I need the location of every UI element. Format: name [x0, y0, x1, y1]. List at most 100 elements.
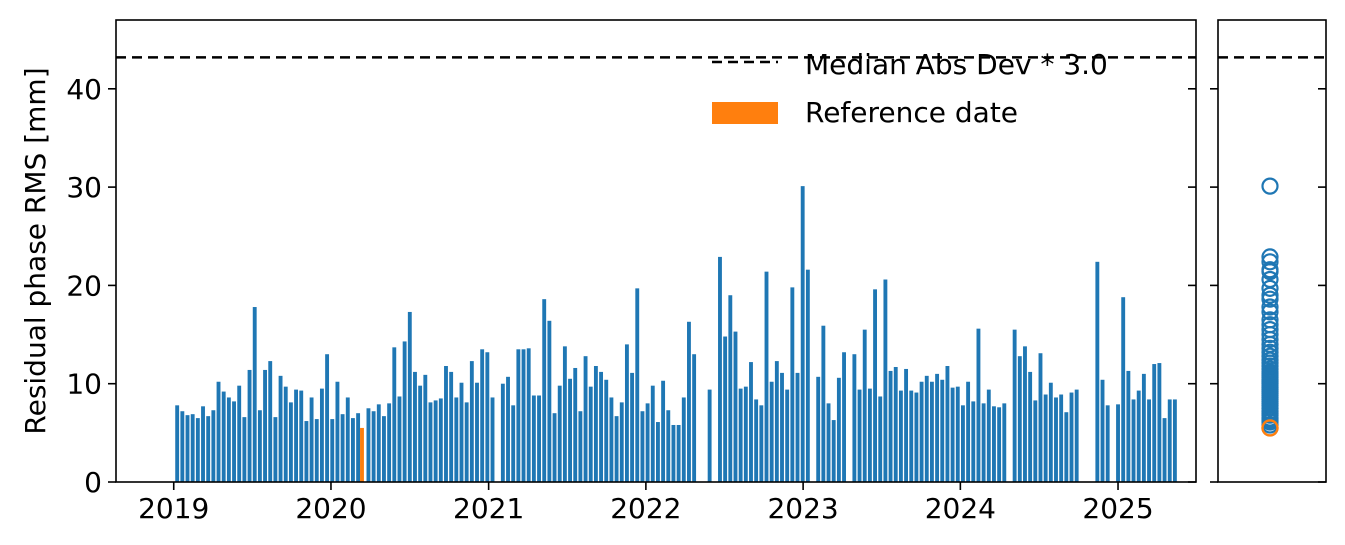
bar: [1141, 373, 1146, 482]
bar: [790, 287, 795, 482]
bar: [599, 371, 604, 482]
bar: [1002, 403, 1007, 482]
bar: [1105, 405, 1110, 482]
bar: [723, 336, 728, 482]
bar: [728, 295, 733, 482]
bar: [656, 422, 660, 482]
bar: [325, 354, 330, 482]
bar: [407, 311, 412, 482]
y-tick-label: 30: [66, 171, 102, 204]
bar: [1136, 390, 1141, 482]
bar: [526, 348, 531, 482]
legend-threshold-label: Median Abs Dev * 3.0: [805, 48, 1108, 81]
bar: [624, 344, 629, 482]
bar: [1038, 353, 1043, 482]
bar: [976, 328, 981, 482]
bar: [257, 410, 262, 482]
bar: [428, 402, 433, 482]
bar: [273, 417, 278, 482]
bar: [997, 407, 1002, 482]
x-tick-label: 2023: [767, 492, 838, 525]
bar: [459, 382, 464, 482]
bar: [1121, 297, 1126, 482]
bar: [552, 413, 557, 482]
bar: [635, 288, 640, 482]
bar: [873, 289, 877, 482]
bar: [940, 379, 945, 482]
bar: [986, 389, 991, 482]
bar: [340, 414, 345, 482]
y-tick-label: 10: [66, 368, 102, 401]
bar: [733, 331, 738, 482]
bar: [319, 388, 324, 482]
bar: [681, 397, 686, 482]
bar: [335, 381, 340, 482]
bar: [1028, 371, 1033, 482]
bar: [805, 269, 810, 482]
bar: [402, 341, 407, 482]
bar: [475, 382, 479, 482]
bar: [593, 366, 598, 482]
bar: [692, 354, 697, 482]
bar: [438, 398, 443, 482]
bar: [268, 361, 273, 482]
side-point: [1261, 316, 1279, 334]
bar: [1043, 394, 1048, 482]
bar: [237, 385, 242, 482]
bar: [924, 375, 929, 482]
bar: [749, 362, 753, 482]
bar: [418, 385, 423, 482]
bar: [195, 418, 200, 482]
bar: [506, 376, 510, 482]
bar: [800, 186, 805, 482]
bar: [687, 321, 691, 482]
bar: [444, 366, 448, 482]
bar: [521, 349, 526, 482]
bar: [992, 406, 996, 482]
bar: [981, 403, 986, 482]
bar: [469, 361, 474, 482]
bar: [961, 405, 965, 482]
x-tick-label: 2022: [610, 492, 681, 525]
bar: [392, 347, 397, 482]
bar: [842, 352, 846, 482]
bar: [382, 416, 386, 482]
bar: [588, 386, 593, 482]
bar: [542, 299, 547, 482]
bar: [376, 404, 381, 482]
bar: [583, 356, 588, 482]
bar: [909, 390, 914, 482]
legend: Median Abs Dev * 3.0 Reference date: [712, 48, 1108, 129]
bar: [232, 401, 236, 482]
bar: [1167, 399, 1172, 482]
bar: [314, 419, 319, 482]
bar: [252, 307, 257, 482]
bar: [350, 418, 355, 482]
bar: [893, 366, 898, 482]
bar: [883, 279, 888, 482]
bar: [537, 395, 541, 482]
bar: [490, 397, 495, 482]
bar: [676, 424, 681, 482]
bar: [573, 367, 578, 482]
bar: [294, 389, 299, 482]
bar: [836, 377, 841, 482]
bar: [211, 410, 216, 482]
bar: [201, 406, 205, 482]
bar: [743, 386, 748, 482]
bar: [1172, 399, 1177, 482]
bar: [671, 424, 676, 482]
y-tick-label: 20: [66, 269, 102, 302]
bar: [857, 389, 862, 482]
bar: [764, 271, 769, 482]
side-point: [1261, 248, 1279, 266]
bar: [950, 387, 955, 482]
bar: [1157, 363, 1162, 482]
bar: [707, 389, 712, 482]
bar: [1064, 412, 1069, 482]
bar: [1048, 382, 1053, 482]
main-axes-frame: [115, 19, 1197, 483]
bar: [878, 396, 883, 482]
bar: [1116, 404, 1120, 482]
bar: [485, 352, 490, 482]
